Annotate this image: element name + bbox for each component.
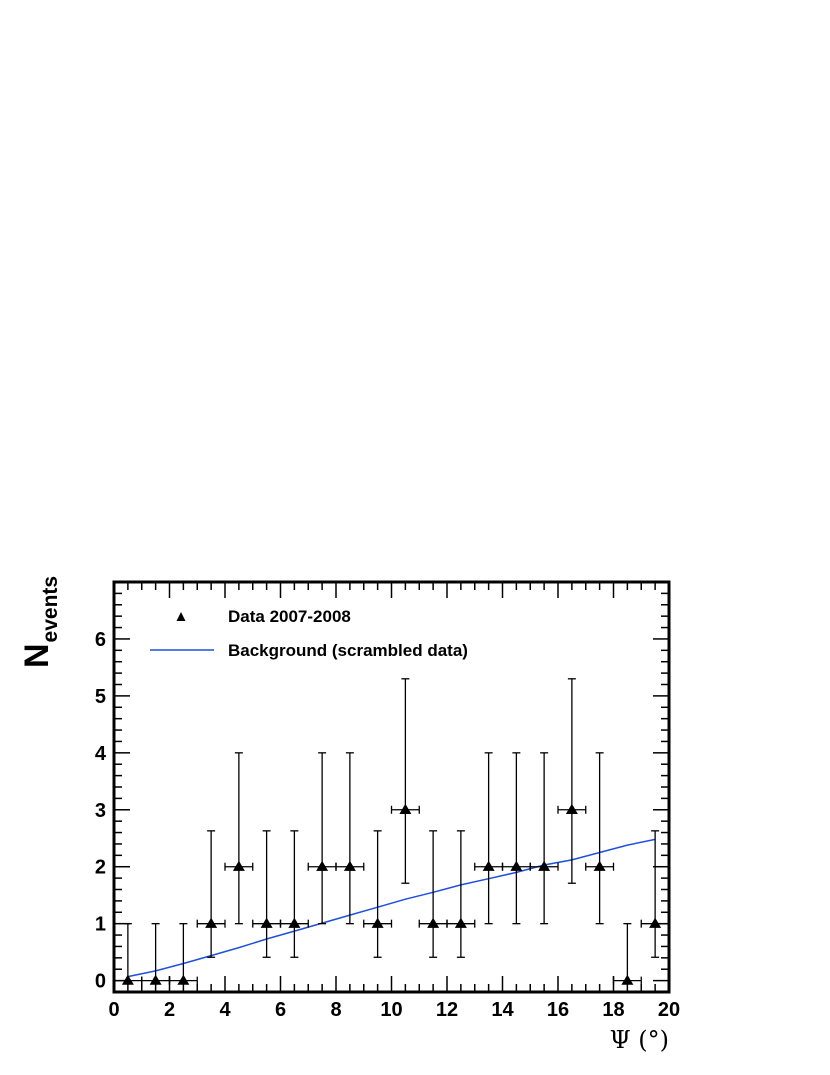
triangle-marker xyxy=(593,860,606,871)
triangle-marker xyxy=(121,974,134,985)
triangle-marker xyxy=(205,917,218,928)
x-tick-label: 6 xyxy=(275,999,286,1021)
x-tick-label: 10 xyxy=(380,999,402,1021)
triangle-marker xyxy=(621,974,634,985)
data-point xyxy=(335,752,365,925)
triangle-marker xyxy=(510,860,523,871)
data-point xyxy=(224,752,254,925)
triangle-marker xyxy=(482,860,495,871)
triangle-marker xyxy=(343,860,356,871)
x-tick-label: 18 xyxy=(602,999,624,1021)
triangle-marker xyxy=(565,803,578,814)
y-tick-label: 3 xyxy=(95,800,106,822)
x-tick-label: 4 xyxy=(219,999,231,1021)
data-point xyxy=(279,830,309,958)
triangle-marker xyxy=(149,974,162,985)
x-tick-label: 2 xyxy=(164,999,175,1021)
x-tick-label: 8 xyxy=(330,999,341,1021)
y-axis-label-main: N xyxy=(18,643,56,668)
data-point xyxy=(446,830,476,958)
plot-frame xyxy=(112,580,671,994)
y-tick-label: 6 xyxy=(95,629,106,651)
y-axis-label: Nevents xyxy=(18,576,62,668)
triangle-marker xyxy=(316,860,329,871)
triangle-marker xyxy=(177,974,190,985)
triangle-marker xyxy=(454,917,467,928)
y-tick-label: 5 xyxy=(95,686,106,708)
x-tick-label: 0 xyxy=(108,999,119,1021)
legend-data-marker xyxy=(176,612,186,621)
x-tick-label: 16 xyxy=(547,999,569,1021)
triangle-marker xyxy=(399,803,412,814)
legend-data-label: Data 2007-2008 xyxy=(228,607,351,626)
legend-background-label: Background (scrambled data) xyxy=(228,641,468,660)
x-tick-label: 20 xyxy=(658,999,680,1021)
data-point xyxy=(196,830,226,958)
data-point xyxy=(252,830,282,958)
x-tick-label: 12 xyxy=(436,999,458,1021)
y-tick-label: 2 xyxy=(95,857,106,879)
y-tick-label: 4 xyxy=(95,743,107,765)
data-point xyxy=(390,678,420,884)
x-tick-label: 14 xyxy=(491,999,514,1021)
data-point xyxy=(363,830,393,958)
triangle-marker xyxy=(649,917,662,928)
data-point xyxy=(557,678,587,884)
background-series xyxy=(127,838,656,978)
y-tick-label: 0 xyxy=(95,971,106,993)
triangle-marker xyxy=(427,917,440,928)
x-axis-label: Ψ (°) xyxy=(610,1026,669,1054)
data-point xyxy=(529,752,559,925)
triangle-marker xyxy=(371,917,384,928)
background-line xyxy=(127,838,656,978)
triangle-marker xyxy=(232,860,245,871)
svg-text:Nevents: Nevents xyxy=(18,576,62,668)
data-point xyxy=(168,923,198,985)
data-point xyxy=(612,923,642,985)
triangle-marker xyxy=(288,917,301,928)
data-series xyxy=(113,678,670,985)
legend: Data 2007-2008 Background (scrambled dat… xyxy=(150,607,468,660)
data-point xyxy=(501,752,531,925)
y-axis-label-sub: events xyxy=(39,576,62,643)
triangle-marker xyxy=(260,917,273,928)
y-tick-label: 1 xyxy=(95,914,106,936)
data-point xyxy=(585,752,615,925)
triangle-marker xyxy=(538,860,551,871)
